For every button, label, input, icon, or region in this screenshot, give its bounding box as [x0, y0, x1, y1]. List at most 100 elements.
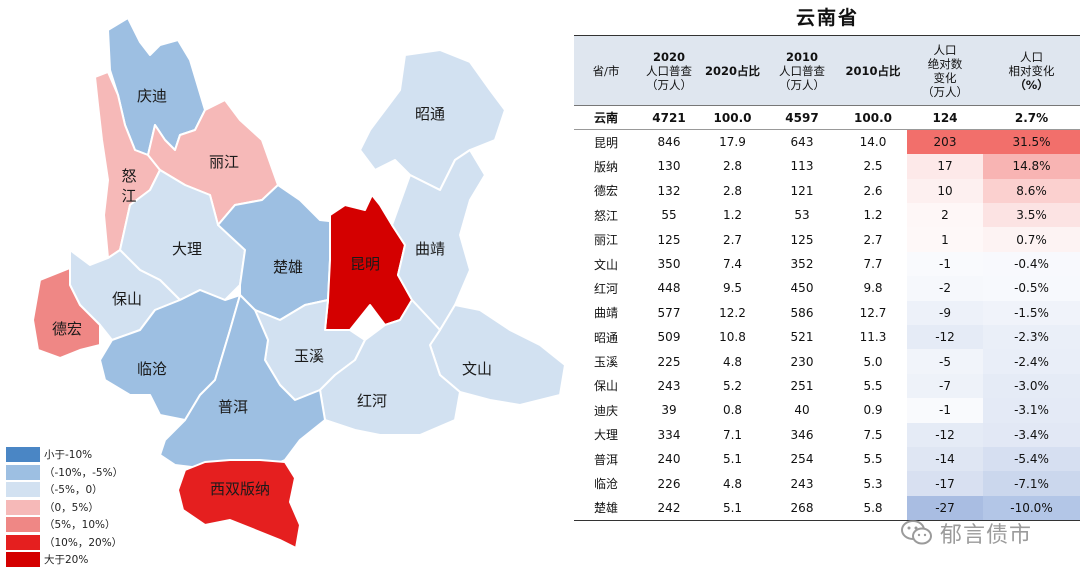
cell-pop2010: 450: [790, 281, 814, 296]
cell-pop2010: 53: [794, 208, 810, 223]
cell-rel: -2.4%: [983, 349, 1080, 374]
cell-share2010: 5.3: [863, 476, 883, 491]
legend-item: （5%，10%）: [6, 516, 126, 534]
cell-abs: -27: [907, 495, 983, 521]
legend-item: 小于-10%: [6, 446, 126, 464]
cell-abs: -1: [907, 251, 983, 277]
cell-abs: -14: [907, 446, 983, 472]
legend-item: 大于20%: [6, 551, 126, 569]
cell-pop2020: 225: [657, 354, 681, 369]
region-label-kunming: 昆明: [350, 255, 380, 273]
cell-share2020: 2.8: [722, 159, 743, 174]
cell-pop2010: 643: [790, 135, 814, 150]
table-row: 迪庆 39 0.8 40 0.9 -1 -3.1%: [574, 398, 1080, 423]
h-rel-line: 人口: [1020, 49, 1043, 64]
h-abs-line: 绝对数: [927, 56, 963, 71]
legend-label: （-5%，0）: [44, 484, 103, 497]
cell-rel: -10.0%: [983, 495, 1080, 521]
cell-abs: -12: [907, 422, 983, 447]
h-pop2010-line: 2010: [785, 49, 818, 64]
cell-pop2020: 226: [657, 476, 681, 491]
cell-pop2010: 268: [765, 495, 839, 521]
cell-share2020: 9.5: [722, 281, 743, 296]
h-rel-line: 相对变化: [1008, 63, 1055, 78]
cell-share2010: 7.7: [863, 257, 883, 272]
region-label-puer: 普洱: [218, 398, 248, 416]
cell-rel: 14.8%: [983, 154, 1080, 179]
legend-label: （0，5%）: [44, 501, 99, 514]
cell-pop2020: 242: [638, 495, 700, 521]
cell-share2010: 11.3: [859, 330, 887, 345]
h-pop2020-line: 2020: [652, 49, 685, 64]
cell-abs: -7: [907, 373, 983, 399]
yunnan-map: 庆迪 怒江 丽江 昭通 大理 楚雄 昆明 曲靖 保山 德宏 临沧 玉溪 文山 红河 普洱 西双版纳 小于-10…: [6, 17, 566, 569]
cell-rel: 31.5%: [983, 129, 1080, 155]
legend-item: （-10%，-5%）: [6, 464, 126, 482]
cell-name: 临沧: [593, 477, 618, 492]
header-name: 省/市: [574, 35, 638, 106]
cell-share2010: 9.8: [863, 281, 883, 296]
cell-abs: 2: [907, 203, 983, 228]
h-pop2010-line: 人口普查: [779, 63, 825, 78]
region-label-baoshan: 保山: [112, 290, 142, 308]
cell-share2020: 2.8: [722, 183, 743, 198]
region-label-yuxi: 玉溪: [294, 347, 324, 365]
header-pop2020: 2020 人口普查 （万人）: [638, 35, 700, 106]
legend-label: （-10%，-5%）: [44, 466, 124, 479]
legend-swatch: [6, 499, 40, 515]
cell-name: 云南: [574, 105, 638, 131]
cell-pop2020: 509: [657, 330, 681, 345]
cell-pop2010: 121: [790, 183, 814, 198]
cell-pop2010: 521: [790, 330, 814, 345]
h-abs-line: 人口: [933, 42, 957, 57]
cell-rel: -0.5%: [983, 276, 1080, 301]
cell-share2010: 2.7: [863, 232, 883, 247]
h-rel-line: （%）: [1014, 77, 1049, 92]
cell-share2020: 5.1: [700, 495, 765, 521]
cell-name: 曲靖: [593, 306, 618, 321]
header-share2020: 2020占比: [700, 35, 765, 106]
region-label-zhaotong: 昭通: [415, 105, 445, 123]
cell-name: 保山: [593, 379, 618, 394]
cell-pop2010: 243: [790, 476, 814, 491]
cell-share2010: 100.0: [839, 105, 907, 131]
cell-share2020: 7.1: [722, 427, 743, 442]
cell-abs: 10: [907, 178, 983, 204]
table-row: 楚雄 242 5.1 268 5.8 -27 -10.0%: [574, 495, 1080, 521]
region-label-nujiang: 怒江: [121, 167, 136, 205]
legend-swatch: [6, 447, 40, 463]
legend-label: 大于20%: [44, 554, 89, 567]
cell-rel: -3.0%: [983, 373, 1080, 399]
table-row: 曲靖 577 12.2 586 12.7 -9 -1.5%: [574, 300, 1080, 326]
cell-share2020: 17.9: [719, 135, 746, 150]
cell-abs: -2: [907, 276, 983, 301]
table-row: 临沧 226 4.8 243 5.3 -17 -7.1%: [574, 471, 1080, 496]
h-pop2020-line: （万人）: [646, 77, 692, 92]
cell-share2020: 100.0: [700, 105, 765, 131]
cell-name: 红河: [593, 281, 618, 296]
cell-abs: -5: [907, 349, 983, 374]
cell-abs: -9: [907, 300, 983, 326]
legend-label: 小于-10%: [44, 449, 93, 462]
cell-share2010: 0.9: [863, 403, 883, 418]
cell-abs: -1: [907, 398, 983, 423]
h-pop2020-line: 人口普查: [646, 63, 692, 78]
header-abs-change: 人口 绝对数 变化 （万人）: [907, 35, 983, 106]
cell-share2020: 10.8: [719, 330, 746, 345]
cell-pop2010: 4597: [765, 105, 839, 131]
cell-share2020: 5.1: [722, 452, 743, 467]
region-puer: [159, 294, 326, 476]
legend-label: （10%，20%）: [44, 536, 123, 549]
cell-pop2020: 55: [661, 208, 677, 223]
table-row: 红河 448 9.5 450 9.8 -2 -0.5%: [574, 276, 1080, 301]
cell-share2010: 5.8: [839, 495, 907, 521]
legend-swatch: [6, 534, 40, 550]
table-title: 云南省: [795, 7, 859, 29]
cell-rel: -3.1%: [983, 398, 1080, 423]
cell-rel: 0.7%: [983, 227, 1080, 252]
cell-pop2010: 352: [790, 257, 814, 272]
legend-swatch: [6, 464, 40, 480]
cell-pop2020: 132: [657, 183, 681, 198]
cell-name: 丽江: [593, 233, 618, 248]
cell-abs: 203: [907, 129, 983, 155]
